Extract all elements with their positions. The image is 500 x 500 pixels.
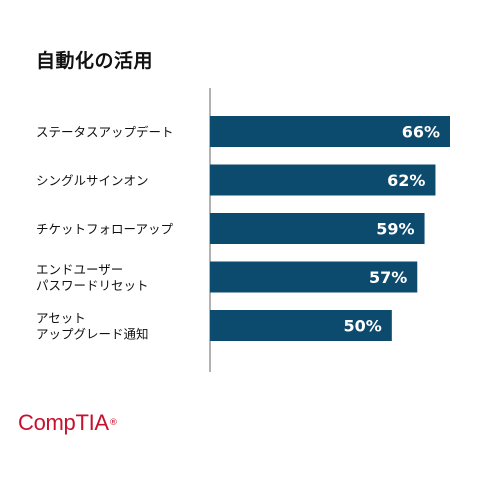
category-label-2: チケットフォローアップ (36, 222, 174, 237)
bar-value-label-3: 57% (369, 268, 407, 287)
category-label-3-line-0: エンドユーザー (36, 262, 123, 277)
category-label-3-line-1: パスワードリセット (36, 278, 149, 293)
bar-2 (210, 213, 425, 244)
bar-0 (210, 116, 450, 147)
logo-text: CompTIA (18, 410, 109, 435)
bar-4 (210, 310, 392, 341)
category-label-4-line-1: アップグレード通知 (36, 327, 149, 342)
comptia-logo: CompTIA ® (18, 410, 118, 436)
logo-registered-mark: ® (108, 418, 118, 428)
bar-3 (210, 261, 418, 293)
bar-1 (210, 164, 436, 196)
bar-value-label-0: 66% (402, 123, 440, 142)
bar-value-label-4: 50% (344, 317, 382, 336)
category-label-0: ステータスアップデート (36, 125, 174, 140)
chart-title: 自動化の活用 (36, 50, 154, 72)
bar-value-label-2: 59% (376, 220, 414, 239)
category-label-4-line-0: アセット (36, 311, 86, 326)
bar-value-label-1: 62% (387, 171, 425, 190)
category-label-1: シングルサインオン (36, 173, 149, 188)
